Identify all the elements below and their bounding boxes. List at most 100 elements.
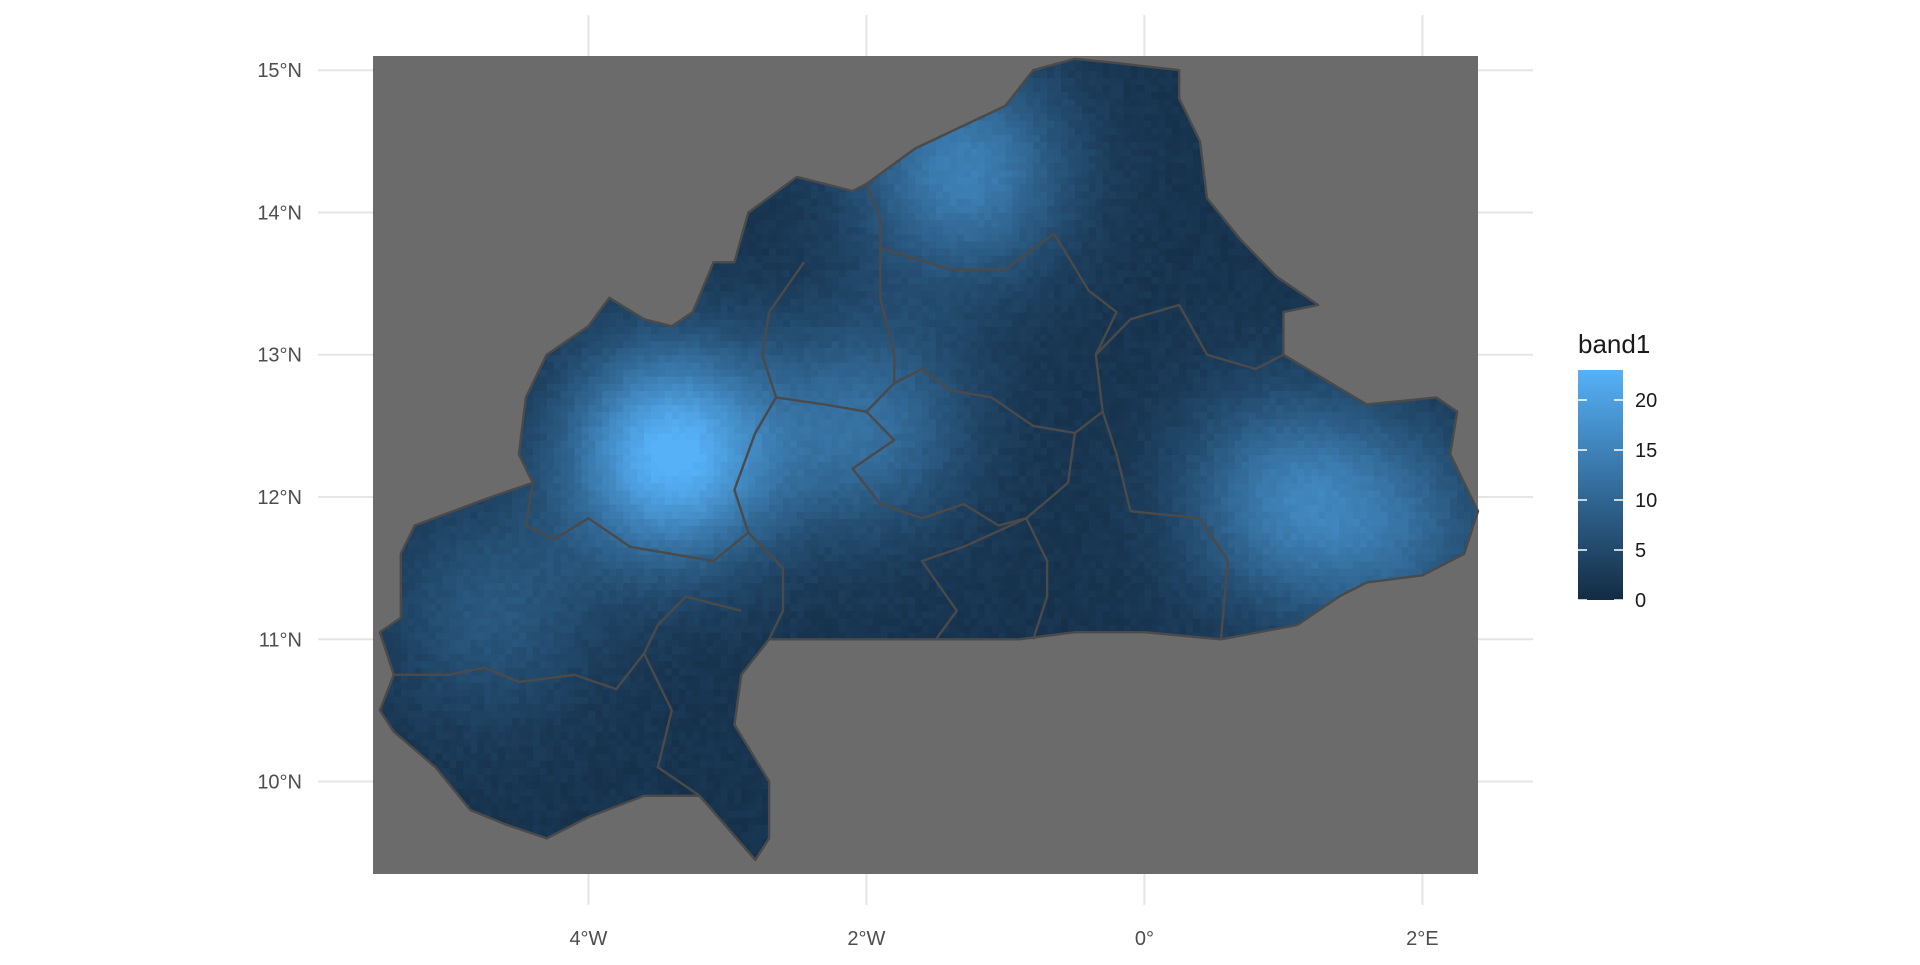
raster-cell xyxy=(533,639,541,647)
raster-cell xyxy=(665,654,673,662)
raster-cell xyxy=(581,753,589,761)
raster-cell xyxy=(533,746,541,754)
raster-cell xyxy=(588,760,596,768)
raster-cell xyxy=(568,703,576,711)
raster-cell xyxy=(602,497,610,505)
raster-cell xyxy=(422,639,430,647)
raster-cell xyxy=(540,461,548,469)
raster-cell xyxy=(568,796,576,804)
raster-cell xyxy=(651,589,659,597)
raster-cell xyxy=(449,632,457,640)
raster-cell xyxy=(623,426,631,434)
raster-cell xyxy=(519,646,527,654)
raster-cell xyxy=(533,668,541,676)
raster-cell xyxy=(630,696,638,704)
raster-cell xyxy=(512,618,520,626)
raster-cell xyxy=(470,767,478,775)
raster-cell xyxy=(436,710,444,718)
raster-cell xyxy=(665,533,673,541)
raster-cell xyxy=(449,682,457,690)
raster-cell xyxy=(575,696,583,704)
raster-cell xyxy=(595,689,603,697)
raster-cell xyxy=(672,661,680,669)
raster-cell xyxy=(540,654,548,662)
raster-cell xyxy=(456,625,464,633)
raster-cell xyxy=(561,575,569,583)
raster-cell xyxy=(561,497,569,505)
raster-cell xyxy=(491,753,499,761)
raster-cell xyxy=(568,696,576,704)
raster-cell xyxy=(505,689,513,697)
raster-cell xyxy=(581,348,589,356)
raster-cell xyxy=(568,604,576,612)
raster-cell xyxy=(609,405,617,413)
raster-cell xyxy=(456,753,464,761)
raster-cell xyxy=(415,525,423,533)
raster-cell xyxy=(491,625,499,633)
raster-cell xyxy=(449,525,457,533)
raster-cell xyxy=(519,753,527,761)
raster-cell xyxy=(491,803,499,811)
raster-cell xyxy=(547,817,555,825)
raster-cell xyxy=(436,582,444,590)
raster-cell xyxy=(609,675,617,683)
raster-cell xyxy=(470,796,478,804)
raster-cell xyxy=(540,661,548,669)
raster-cell xyxy=(616,319,624,327)
raster-cell xyxy=(561,390,569,398)
raster-cell xyxy=(477,774,485,782)
raster-cell xyxy=(547,710,555,718)
raster-cell xyxy=(595,554,603,562)
raster-cell xyxy=(505,682,513,690)
raster-cell xyxy=(588,469,596,477)
raster-cell xyxy=(561,625,569,633)
raster-cell xyxy=(415,540,423,548)
raster-cell xyxy=(443,703,451,711)
raster-cell xyxy=(595,333,603,341)
raster-cell xyxy=(651,461,659,469)
raster-cell xyxy=(644,568,652,576)
raster-cell xyxy=(519,632,527,640)
raster-cell xyxy=(449,604,457,612)
raster-cell xyxy=(665,632,673,640)
raster-cell xyxy=(449,568,457,576)
raster-cell xyxy=(415,639,423,647)
raster-cell xyxy=(644,767,652,775)
raster-cell xyxy=(616,639,624,647)
raster-cell xyxy=(616,589,624,597)
raster-cell xyxy=(672,639,680,647)
raster-cell xyxy=(512,817,520,825)
raster-cell xyxy=(526,433,534,441)
raster-cell xyxy=(651,405,659,413)
raster-cell xyxy=(616,490,624,498)
raster-cell xyxy=(602,611,610,619)
raster-cell xyxy=(519,689,527,697)
raster-cell xyxy=(581,397,589,405)
raster-cell xyxy=(554,483,562,491)
raster-cell xyxy=(456,774,464,782)
raster-cell xyxy=(429,639,437,647)
raster-cell xyxy=(456,632,464,640)
raster-cell xyxy=(533,533,541,541)
raster-cell xyxy=(651,412,659,420)
raster-cell xyxy=(415,718,423,726)
raster-cell xyxy=(616,341,624,349)
raster-cell xyxy=(443,632,451,640)
raster-cell xyxy=(665,490,673,498)
raster-cell xyxy=(630,525,638,533)
raster-cell xyxy=(463,547,471,555)
raster-cell xyxy=(561,412,569,420)
raster-cell xyxy=(561,632,569,640)
raster-cell xyxy=(581,447,589,455)
raster-cell xyxy=(436,639,444,647)
raster-cell xyxy=(637,525,645,533)
raster-cell xyxy=(519,739,527,747)
raster-cell xyxy=(561,817,569,825)
raster-cell xyxy=(595,533,603,541)
raster-cell xyxy=(568,760,576,768)
raster-cell xyxy=(408,661,416,669)
raster-cell xyxy=(547,725,555,733)
raster-cell xyxy=(526,547,534,555)
raster-cell xyxy=(526,661,534,669)
raster-cell xyxy=(644,326,652,334)
